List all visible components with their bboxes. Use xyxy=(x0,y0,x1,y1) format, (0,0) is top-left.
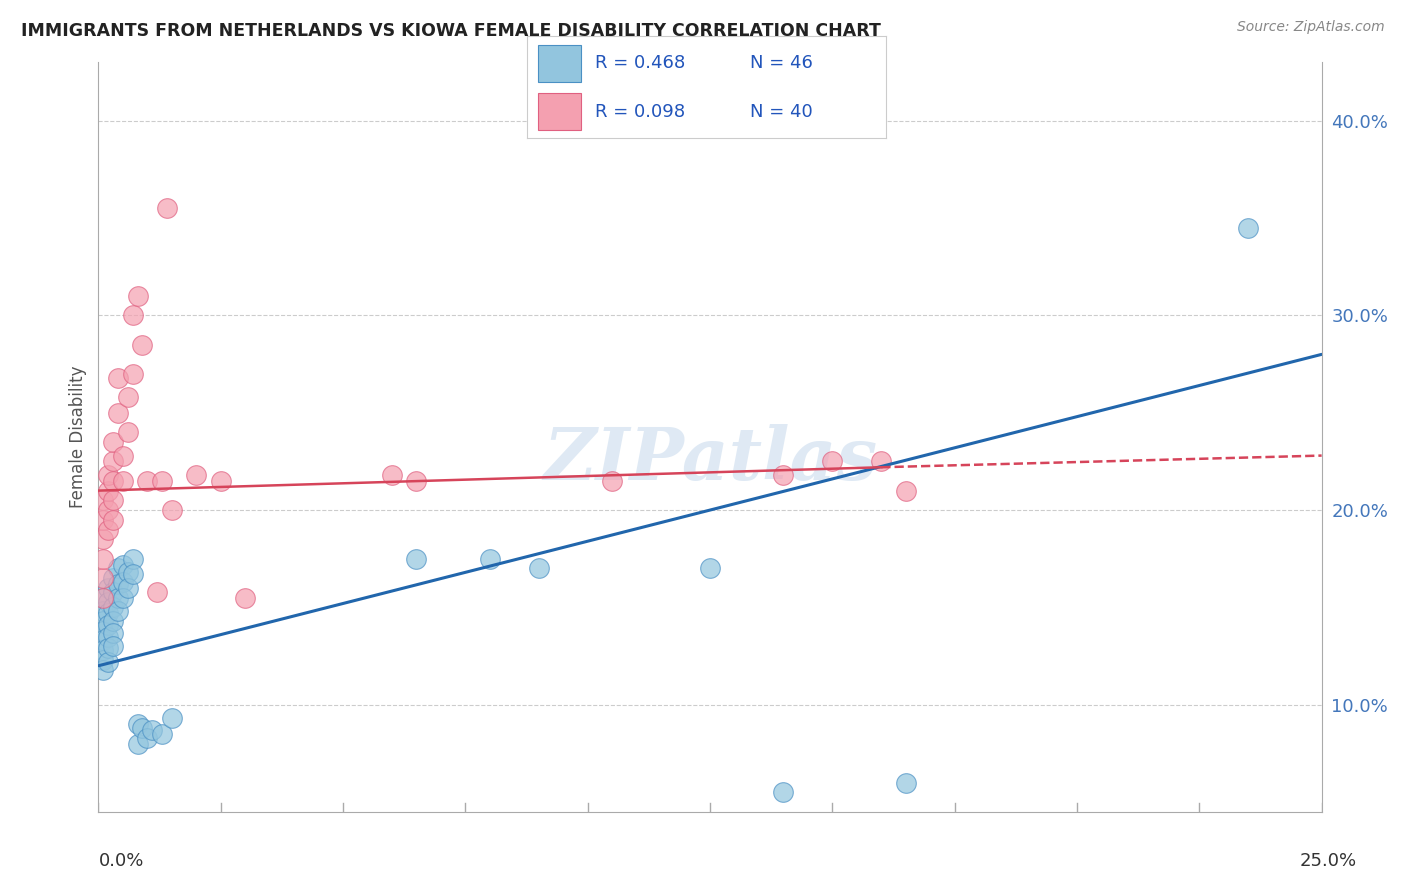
Point xyxy=(478,551,501,566)
Point xyxy=(127,737,149,751)
Point xyxy=(101,600,124,615)
Point xyxy=(101,474,124,488)
Point xyxy=(111,558,134,572)
Point xyxy=(91,591,114,605)
Point xyxy=(821,454,844,468)
Point xyxy=(136,731,159,745)
Point xyxy=(772,785,794,799)
Point xyxy=(91,633,114,648)
Point xyxy=(107,370,129,384)
Point xyxy=(111,575,134,590)
Point xyxy=(101,513,124,527)
Point xyxy=(870,454,893,468)
Point xyxy=(91,591,114,605)
Point xyxy=(527,561,550,575)
Point xyxy=(121,309,143,323)
Text: ZIPatlas: ZIPatlas xyxy=(543,424,877,495)
Text: N = 40: N = 40 xyxy=(749,103,813,120)
Point xyxy=(381,468,404,483)
Point xyxy=(160,711,183,725)
Point xyxy=(150,474,173,488)
Point xyxy=(91,513,114,527)
Point xyxy=(141,723,163,737)
Point xyxy=(405,551,427,566)
Point xyxy=(91,663,114,677)
Point xyxy=(160,503,183,517)
Point xyxy=(101,640,124,654)
Point xyxy=(405,474,427,488)
Point xyxy=(91,643,114,657)
Point xyxy=(91,551,114,566)
Point xyxy=(111,449,134,463)
Point xyxy=(107,561,129,575)
Point xyxy=(894,775,917,789)
Text: 25.0%: 25.0% xyxy=(1299,852,1357,870)
Point xyxy=(111,591,134,605)
Point xyxy=(101,493,124,508)
Point xyxy=(97,483,120,498)
Point xyxy=(117,390,139,404)
Y-axis label: Female Disability: Female Disability xyxy=(69,366,87,508)
Point xyxy=(1237,220,1260,235)
Text: R = 0.098: R = 0.098 xyxy=(595,103,686,120)
Point xyxy=(117,425,139,440)
Point xyxy=(91,571,114,585)
Point xyxy=(121,567,143,582)
Point xyxy=(111,474,134,488)
Point xyxy=(101,434,124,449)
Point xyxy=(97,630,120,644)
Point xyxy=(91,653,114,667)
Point xyxy=(107,604,129,618)
Point xyxy=(97,468,120,483)
Point xyxy=(121,551,143,566)
Point xyxy=(101,454,124,468)
Bar xyxy=(538,45,581,82)
Point xyxy=(186,468,208,483)
Point xyxy=(101,571,124,585)
Point xyxy=(117,566,139,580)
Point xyxy=(107,591,129,605)
Point xyxy=(101,625,124,640)
Point xyxy=(699,561,721,575)
Point xyxy=(91,493,114,508)
Point xyxy=(107,577,129,591)
Text: R = 0.468: R = 0.468 xyxy=(595,54,686,72)
Text: N = 46: N = 46 xyxy=(749,54,813,72)
Text: IMMIGRANTS FROM NETHERLANDS VS KIOWA FEMALE DISABILITY CORRELATION CHART: IMMIGRANTS FROM NETHERLANDS VS KIOWA FEM… xyxy=(21,22,882,40)
Point xyxy=(600,474,623,488)
Point xyxy=(97,581,120,595)
Point xyxy=(91,533,114,547)
Point xyxy=(136,474,159,488)
Point xyxy=(97,594,120,608)
Point xyxy=(146,584,169,599)
Point xyxy=(233,591,256,605)
Point xyxy=(107,406,129,420)
Point xyxy=(91,604,114,618)
Point xyxy=(131,337,153,351)
Point xyxy=(97,618,120,632)
Point xyxy=(97,606,120,620)
Point xyxy=(91,624,114,638)
Point xyxy=(101,614,124,628)
Point xyxy=(127,717,149,731)
Point xyxy=(156,202,179,216)
Text: Source: ZipAtlas.com: Source: ZipAtlas.com xyxy=(1237,20,1385,34)
Point xyxy=(97,503,120,517)
Bar xyxy=(538,93,581,130)
Point xyxy=(117,581,139,595)
Point xyxy=(97,523,120,537)
Text: 0.0%: 0.0% xyxy=(98,852,143,870)
Point xyxy=(772,468,794,483)
Point xyxy=(131,721,153,735)
Point xyxy=(150,727,173,741)
Point xyxy=(209,474,232,488)
Point xyxy=(894,483,917,498)
Point xyxy=(127,289,149,303)
Point xyxy=(91,614,114,628)
Point xyxy=(121,367,143,381)
Point xyxy=(101,584,124,599)
Point xyxy=(97,655,120,669)
Point xyxy=(97,641,120,656)
